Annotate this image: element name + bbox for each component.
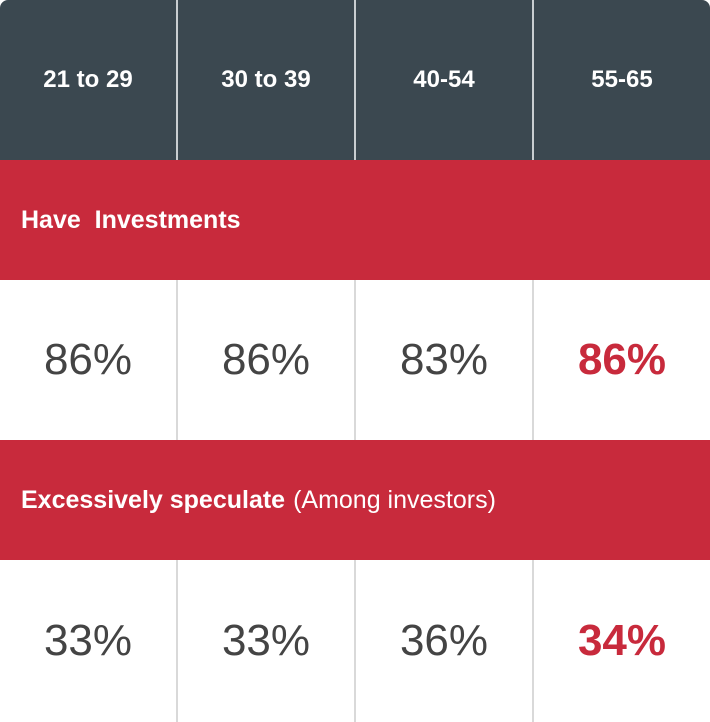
section-title: Excessively speculate (21, 485, 286, 514)
value-cell: 33% (43, 616, 133, 665)
age-header-55-65: 55-65 (532, 0, 710, 160)
highlighted-value-cell: 34% (532, 560, 710, 722)
value-cell: 83% (354, 280, 532, 440)
section-title: Have Investments (21, 205, 241, 234)
age-header-row: 21 to 29 30 to 39 40-54 55-65 (0, 0, 710, 160)
value-cell: 86% (43, 335, 133, 384)
age-header-21-29: 21 to 29 (43, 66, 133, 93)
section-note: (Among investors) (293, 485, 496, 514)
age-header-40-54: 40-54 (354, 0, 532, 160)
excessively-speculate-section-header: Excessively speculate (Among investors) (0, 440, 710, 560)
have-investments-values-row: 86% 86% 83% 86% (0, 280, 710, 440)
have-investments-section-header: Have Investments (0, 160, 710, 280)
value-cell: 36% (354, 560, 532, 722)
value-cell: 86% (176, 280, 354, 440)
excessively-speculate-values-row: 33% 33% 36% 34% (0, 560, 710, 722)
value-cell: 33% (176, 560, 354, 722)
age-header-30-39: 30 to 39 (176, 0, 354, 160)
highlighted-value-cell: 86% (532, 280, 710, 440)
